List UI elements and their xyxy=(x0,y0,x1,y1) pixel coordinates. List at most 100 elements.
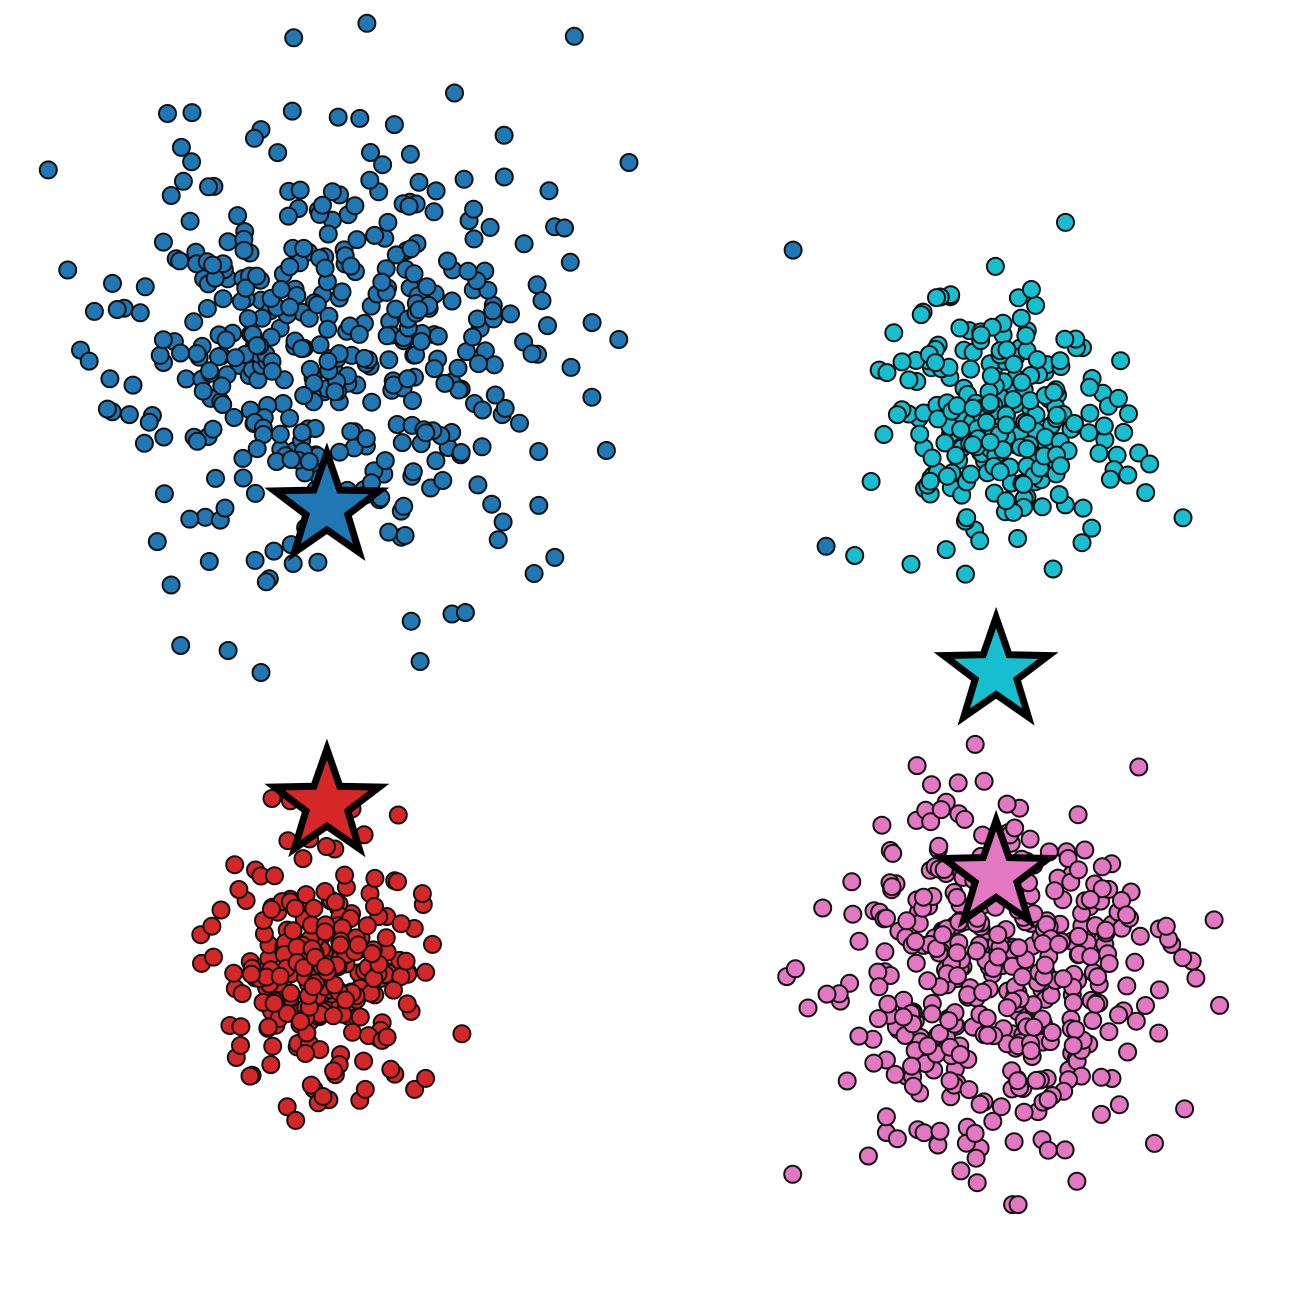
data-point xyxy=(1073,498,1093,518)
data-point xyxy=(325,892,345,912)
data-point xyxy=(409,300,429,320)
points-layer xyxy=(38,13,1230,1215)
data-point xyxy=(1136,996,1155,1015)
data-point xyxy=(1008,1195,1028,1215)
data-point xyxy=(1068,860,1088,880)
data-point xyxy=(926,353,945,373)
data-point xyxy=(182,152,202,172)
data-point xyxy=(1156,916,1176,936)
data-point xyxy=(361,143,380,162)
data-point xyxy=(1038,1140,1058,1160)
data-point xyxy=(1008,1071,1028,1091)
data-point xyxy=(270,966,290,986)
data-point xyxy=(878,994,898,1014)
data-point xyxy=(280,297,300,317)
data-point xyxy=(378,212,398,232)
data-point xyxy=(1075,840,1095,860)
data-point xyxy=(161,186,181,205)
data-point xyxy=(215,498,235,518)
data-point xyxy=(332,282,352,302)
data-point xyxy=(199,177,218,197)
data-point xyxy=(170,251,190,271)
data-point xyxy=(985,256,1005,276)
data-point xyxy=(197,299,217,318)
data-point xyxy=(335,865,355,885)
data-point xyxy=(403,462,423,482)
data-point xyxy=(950,318,970,338)
data-point xyxy=(529,442,549,461)
data-point xyxy=(1016,326,1036,346)
data-point xyxy=(1175,1099,1195,1119)
data-point xyxy=(139,412,159,432)
data-point xyxy=(261,899,281,919)
data-point xyxy=(930,1024,949,1043)
data-point xyxy=(316,957,335,977)
data-point xyxy=(996,491,1016,511)
data-point xyxy=(1099,954,1119,973)
data-point xyxy=(268,143,288,163)
data-point xyxy=(203,419,223,439)
data-point xyxy=(816,536,836,556)
data-point xyxy=(376,928,396,948)
data-point xyxy=(997,794,1017,814)
data-point xyxy=(1049,485,1069,505)
data-point xyxy=(423,934,442,954)
data-point xyxy=(173,171,193,191)
data-point xyxy=(343,1022,362,1042)
data-point xyxy=(247,439,267,459)
data-point xyxy=(484,355,504,375)
data-point xyxy=(893,1007,913,1027)
data-point xyxy=(256,572,276,592)
data-point xyxy=(493,512,513,532)
data-point xyxy=(1080,377,1100,397)
data-point xyxy=(1210,995,1230,1015)
data-point xyxy=(262,361,282,381)
data-point xyxy=(79,351,99,371)
data-point xyxy=(330,935,350,955)
data-point xyxy=(1100,469,1120,489)
data-point xyxy=(469,354,488,374)
data-point xyxy=(315,258,335,278)
data-point xyxy=(285,898,305,918)
data-point xyxy=(384,980,403,1000)
data-point xyxy=(424,359,444,379)
data-point xyxy=(619,153,639,172)
data-point xyxy=(313,195,332,215)
data-point xyxy=(291,1011,311,1031)
data-point xyxy=(147,532,167,552)
data-point xyxy=(1173,948,1193,968)
data-point xyxy=(212,376,232,396)
data-point xyxy=(229,880,249,899)
data-point xyxy=(464,199,484,219)
data-point xyxy=(350,108,370,128)
data-point xyxy=(1047,405,1067,425)
data-point xyxy=(927,288,946,308)
data-point xyxy=(1092,879,1112,899)
data-point xyxy=(1129,443,1149,463)
data-point xyxy=(510,413,529,433)
data-point xyxy=(218,232,238,252)
data-point xyxy=(1149,1023,1169,1043)
data-point xyxy=(843,904,863,924)
data-point xyxy=(1026,295,1046,315)
data-point xyxy=(1065,414,1084,433)
data-point xyxy=(84,301,104,321)
data-point xyxy=(1055,1140,1075,1160)
data-point xyxy=(1024,1017,1044,1037)
data-point xyxy=(1117,905,1137,925)
data-point xyxy=(1004,1132,1024,1152)
centroid-star-3 xyxy=(264,738,390,858)
data-point xyxy=(336,990,355,1010)
data-point xyxy=(226,348,245,368)
data-point xyxy=(362,944,382,964)
data-point xyxy=(294,238,314,258)
data-point xyxy=(238,309,258,329)
centroid-layer xyxy=(264,442,1059,929)
data-point xyxy=(1026,1070,1046,1090)
data-point xyxy=(849,1026,869,1046)
data-point xyxy=(379,350,399,370)
data-point xyxy=(203,255,223,275)
data-point xyxy=(103,273,122,293)
data-point xyxy=(527,275,547,295)
data-point xyxy=(107,300,127,319)
